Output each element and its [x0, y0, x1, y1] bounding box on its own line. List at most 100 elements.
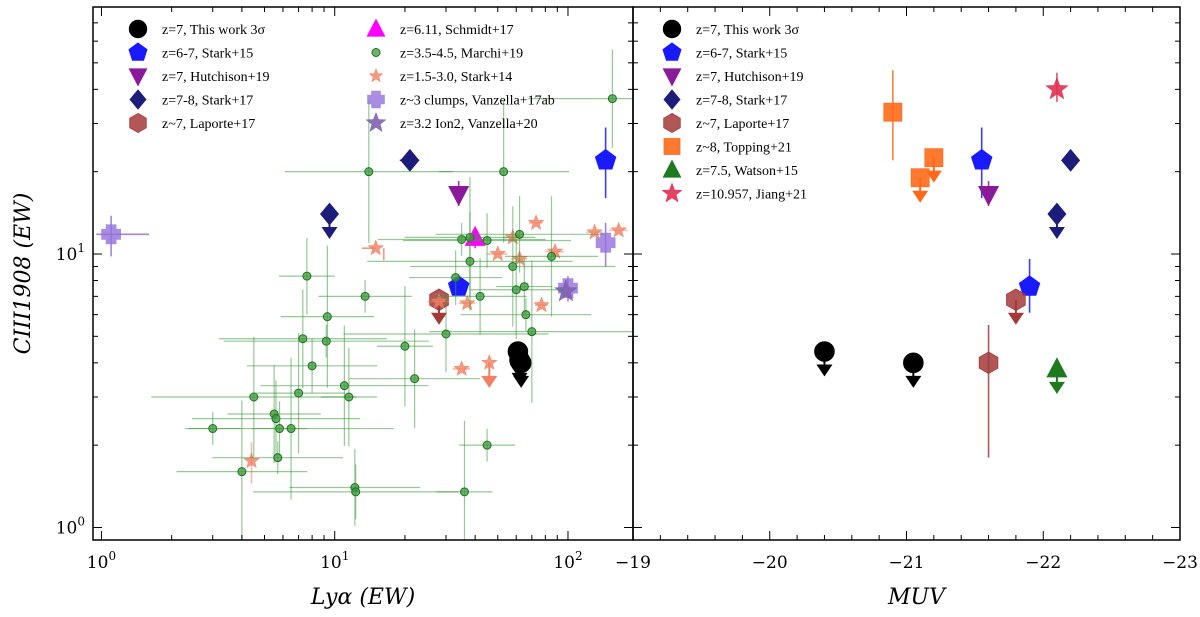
- data-point: [978, 351, 999, 375]
- legend-item: z=6-7, Stark+15: [662, 42, 787, 62]
- x-tick-label: −22: [1025, 553, 1061, 573]
- upper-limit-arrow-head: [905, 375, 922, 388]
- data-point: [515, 229, 525, 239]
- legend-label: z=7-8, Stark+17: [696, 94, 787, 109]
- legend-item: z=6.11, Schmidt+17: [366, 18, 514, 38]
- legend-item: z=3.5-4.5, Marchi+19: [371, 47, 523, 62]
- data-point: [547, 251, 557, 261]
- data-point: [430, 292, 448, 309]
- legend-item: z=7, This work 3σ: [662, 19, 800, 39]
- data-point: [607, 94, 617, 104]
- upper-limit-arrow-head: [481, 375, 498, 388]
- data-point: [489, 245, 507, 262]
- legend-label: z=7, This work 3σ: [696, 23, 800, 38]
- data-point: [509, 349, 530, 371]
- upper-limit-arrow-head: [511, 372, 528, 385]
- data-point: [307, 361, 317, 371]
- data-point: [595, 232, 616, 253]
- y-tick-label: 101: [56, 241, 85, 265]
- data-point: [499, 167, 509, 177]
- data-point: [883, 102, 903, 122]
- data-point: [319, 202, 340, 226]
- legend-label: z=6-7, Stark+15: [162, 47, 253, 62]
- legend-item: z=10.957, Jiang+21: [661, 182, 807, 203]
- upper-limit-arrow-head: [1007, 312, 1024, 325]
- plot-area-right: [814, 70, 1081, 458]
- data-point: [924, 148, 944, 168]
- legend-marker: [128, 19, 148, 39]
- series-vanzella-17ab: [96, 215, 616, 302]
- legend-label: z=6.11, Schmidt+17: [400, 23, 514, 38]
- legend-marker: [129, 112, 147, 134]
- legend-item: z=7-8, Stark+17: [663, 89, 787, 110]
- data-point: [344, 392, 354, 402]
- series-jiang-21: [1045, 72, 1069, 102]
- x-tick-label: −20: [752, 553, 788, 573]
- data-point: [814, 341, 835, 362]
- legend-marker: [663, 89, 681, 110]
- upper-limit-arrow-head: [925, 170, 942, 183]
- legend-label: z=7, This work 3σ: [162, 23, 266, 38]
- series-stark-17: [1047, 148, 1081, 240]
- data-point: [410, 374, 420, 384]
- upper-limit-arrow-head: [1048, 381, 1065, 394]
- plot-area-left: [96, 49, 633, 540]
- data-point: [465, 256, 475, 266]
- data-point: [554, 278, 578, 302]
- legend-item: z=7, This work 3σ: [128, 19, 266, 39]
- data-point: [1061, 148, 1081, 172]
- data-point: [101, 224, 122, 245]
- series-stark-14: [243, 213, 628, 484]
- legend-item: z=7, Hutchison+19: [128, 68, 270, 87]
- data-point: [482, 440, 492, 450]
- series-hutchison-19: [977, 180, 1000, 207]
- data-point: [286, 424, 296, 434]
- legend-marker: [367, 90, 385, 109]
- data-point: [508, 262, 518, 272]
- data-point: [910, 168, 930, 188]
- legend-label: z=6-7, Stark+15: [696, 47, 787, 62]
- series-marchi-19: [151, 49, 633, 540]
- data-point: [453, 360, 470, 377]
- series-stark-17: [319, 148, 420, 240]
- data-point: [527, 327, 537, 337]
- legend-label: z=1.5-3.0, Stark+14: [400, 70, 512, 85]
- data-point: [339, 381, 349, 391]
- legend-item: z=7, Hutchison+19: [662, 68, 804, 87]
- x-tick-label: −19: [615, 553, 651, 573]
- data-point: [1045, 76, 1069, 100]
- series-stark-15: [970, 127, 1041, 313]
- series-laporte-17: [978, 288, 1026, 458]
- legend-label: z~7, Laporte+17: [696, 117, 789, 132]
- legend-item: z~7, Laporte+17: [129, 112, 255, 134]
- data-point: [511, 285, 521, 295]
- data-point: [367, 239, 385, 256]
- legend-label: z=7, Hutchison+19: [162, 70, 270, 85]
- series-vanzella-20: [554, 278, 578, 302]
- data-point: [271, 414, 281, 424]
- legend-marker: [368, 68, 384, 83]
- legend-label: z~7, Laporte+17: [162, 117, 255, 132]
- data-point: [903, 352, 924, 374]
- legend-item: z~3 clumps, Vanzella+17ab: [367, 90, 555, 109]
- data-point: [321, 336, 331, 346]
- data-point: [302, 271, 312, 281]
- data-point: [519, 282, 529, 292]
- legend-item: z=3.2 Ion2, Vanzella+20: [365, 111, 538, 132]
- legend-right: z=7, This work 3σ z=6-7, Stark+15 z=7, Hut…: [661, 19, 807, 203]
- data-point: [1018, 275, 1041, 296]
- data-point: [594, 149, 617, 170]
- data-point: [273, 453, 283, 463]
- legend-label: z=7-8, Stark+17: [162, 94, 253, 109]
- x-tick-label: 100: [87, 549, 116, 573]
- panel-right: −19 −20 −21 −22 −23 MUV z=7, This work 3σ z=6-7…: [615, 6, 1198, 610]
- x-tick-label: −21: [889, 553, 925, 573]
- data-point: [360, 291, 370, 301]
- x-tick-label: 102: [553, 549, 582, 573]
- data-point: [533, 296, 550, 313]
- data-point: [457, 234, 467, 244]
- legend-label: z=10.957, Jiang+21: [696, 188, 807, 203]
- panel-left: 100 101 100 101 102 Lyα (EW) CIII1908 (EW) z=7,…: [11, 6, 634, 610]
- data-point: [400, 148, 420, 172]
